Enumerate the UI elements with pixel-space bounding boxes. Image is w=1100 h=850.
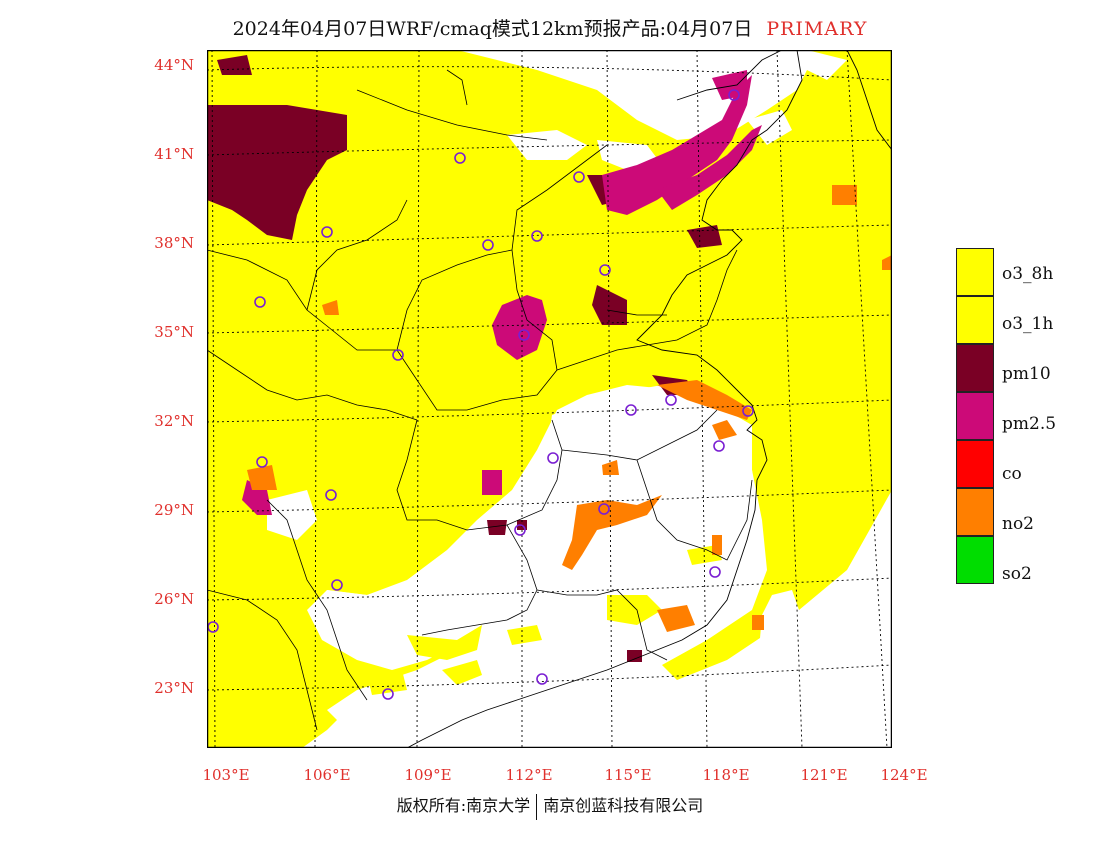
coastline [406,50,892,748]
legend-label-no2: no2 [1002,514,1034,534]
primary-tag: PRIMARY [766,18,868,40]
legend-swatch-o3-1h [956,296,994,344]
legend-label-o3-1h: o3_1h [1002,314,1054,334]
legend-swatch-no2 [956,488,994,536]
lat-label-26: 26°N [154,590,194,608]
lat-label-41: 41°N [154,145,194,163]
lat-label-38: 38°N [154,234,194,252]
legend-swatch-pm10 [956,344,994,392]
lon-label-103: 103°E [202,766,250,784]
observation-sites [207,89,754,700]
legend-swatch-o3-8h [956,248,994,296]
lat-label-29: 29°N [154,501,194,519]
legend-label-so2: so2 [1002,564,1032,584]
map-frame [207,50,892,748]
legend-swatch-so2 [956,536,994,584]
pollutant-map [207,50,892,748]
lon-label-112: 112°E [505,766,553,784]
lon-label-109: 109°E [404,766,452,784]
lon-label-118: 118°E [702,766,750,784]
legend [956,248,996,584]
lat-label-35: 35°N [154,323,194,341]
clean-region-south [267,385,757,748]
lat-label-23: 23°N [154,679,194,697]
province-borders [207,69,753,731]
copyright-left: 版权所有:南京大学 [396,796,531,815]
title-text: 2024年04月07日WRF/cmaq模式12km预报产品:04月07日 [232,18,753,40]
legend-label-co: co [1002,464,1022,484]
graticule [207,50,892,748]
map-title: 2024年04月07日WRF/cmaq模式12km预报产品:04月07日 PRIM… [0,14,1100,41]
lon-label-124: 124°E [880,766,928,784]
no2-region [247,185,892,632]
copyright-right: 南京创蓝科技有限公司 [543,796,704,815]
lat-label-32: 32°N [154,412,194,430]
lon-label-115: 115°E [604,766,652,784]
lat-label-44: 44°N [154,56,194,74]
footer-divider [536,793,538,820]
o3-patches-south [367,545,722,695]
legend-label-pm25: pm2.5 [1002,414,1057,434]
legend-label-o3-8h: o3_8h [1002,264,1054,284]
legend-swatch-co [956,440,994,488]
legend-label-pm10: pm10 [1002,364,1051,384]
pm25-region [242,70,762,515]
legend-swatch-pm25 [956,392,994,440]
lon-label-121: 121°E [800,766,848,784]
copyright-footer: 版权所有:南京大学 南京创蓝科技有限公司 [0,792,1100,820]
lon-label-106: 106°E [303,766,351,784]
